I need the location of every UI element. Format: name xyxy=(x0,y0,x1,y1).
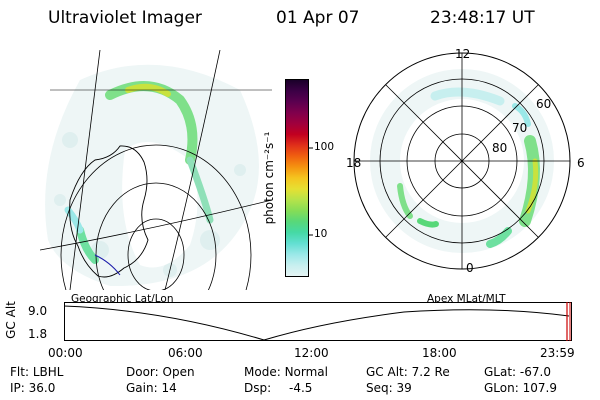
filter-label: Flt: LBHL xyxy=(10,365,64,379)
gc-alt-label: GC Alt: 7.2 Re xyxy=(366,365,450,379)
colorbar xyxy=(285,79,309,277)
mlt-label-6: 6 xyxy=(577,156,585,170)
colorbar-tick-10: 10 xyxy=(314,228,328,240)
timeline-xtick-1200: 12:00 xyxy=(294,346,329,360)
timeline-xtick-0600: 06:00 xyxy=(168,346,203,360)
instrument-title: Ultraviolet Imager xyxy=(48,8,202,28)
glat-value: -67.0 xyxy=(519,365,551,379)
mlat-label-70: 70 xyxy=(512,121,528,135)
seq-value: 39 xyxy=(396,381,412,395)
altitude-timeline xyxy=(64,302,572,341)
glon-label: GLon: 107.9 xyxy=(484,381,557,395)
colorbar-unit-label: photon cm⁻²s⁻¹ xyxy=(262,131,276,225)
ip-value: 36.0 xyxy=(28,381,56,395)
date-label: 01 Apr 07 xyxy=(276,8,360,28)
door-value: Open xyxy=(162,365,195,379)
glon-value: 107.9 xyxy=(522,381,557,395)
ip-label: IP: 36.0 xyxy=(10,381,56,395)
timeline-ylabel: GC Alt xyxy=(4,301,18,339)
door-label: Door: Open xyxy=(126,365,195,379)
timeline-xtick-2359: 23:59 xyxy=(540,346,575,360)
timeline-ytick-9: 9.0 xyxy=(28,304,48,318)
colorbar-axis xyxy=(308,80,313,276)
time-label: 23:48:17 UT xyxy=(430,8,535,28)
gc-alt-value: 7.2 Re xyxy=(411,365,450,379)
mlt-label-18: 18 xyxy=(346,156,362,170)
dsp-label: Dsp: -4.5 xyxy=(244,381,313,395)
geographic-map xyxy=(40,50,272,290)
mode-label: Mode: Normal xyxy=(244,365,328,379)
timeline-ytick-1.8: 1.8 xyxy=(28,327,48,341)
glat-label: GLat: -67.0 xyxy=(484,365,551,379)
colorbar-tick-100: 100 xyxy=(314,141,335,153)
gain-value: 14 xyxy=(161,381,177,395)
mlat-label-80: 80 xyxy=(492,141,508,155)
polar-mlt-plot xyxy=(353,52,571,270)
dsp-value: -4.5 xyxy=(288,381,313,395)
filter-value: LBHL xyxy=(32,365,64,379)
seq-label: Seq: 39 xyxy=(366,381,412,395)
timeline-xtick-0000: 00:00 xyxy=(48,346,83,360)
mlt-label-0: 0 xyxy=(466,261,474,275)
timeline-xtick-1800: 18:00 xyxy=(422,346,457,360)
mode-value: Normal xyxy=(284,365,328,379)
mlt-label-12: 12 xyxy=(455,47,471,61)
mlat-label-60: 60 xyxy=(536,97,552,111)
gain-label: Gain: 14 xyxy=(126,381,177,395)
